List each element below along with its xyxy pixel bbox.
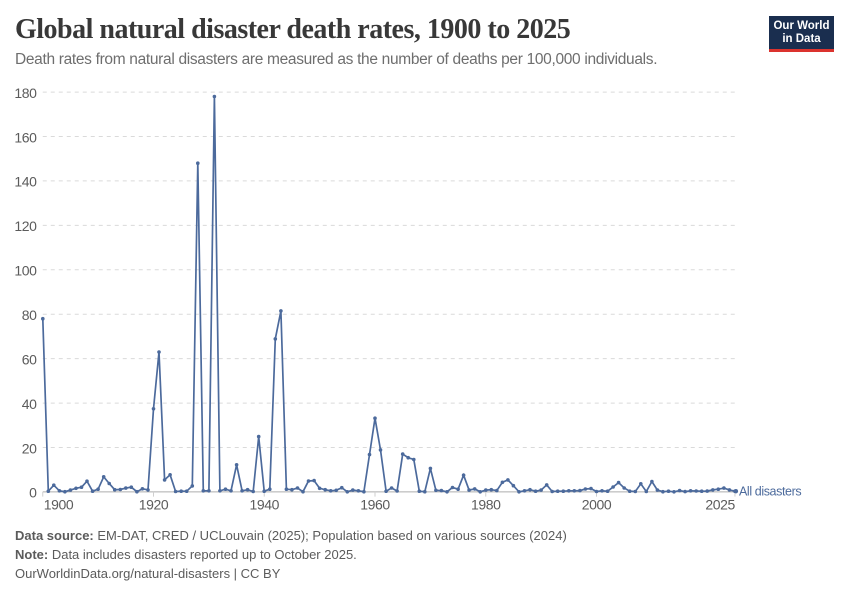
svg-text:0: 0 xyxy=(29,485,37,501)
svg-text:100: 100 xyxy=(14,263,37,279)
svg-text:80: 80 xyxy=(22,307,37,323)
svg-text:120: 120 xyxy=(14,218,37,234)
svg-text:20: 20 xyxy=(22,440,37,456)
svg-text:2000: 2000 xyxy=(582,497,612,513)
svg-text:40: 40 xyxy=(22,396,37,412)
svg-text:All disasters: All disasters xyxy=(739,485,801,499)
svg-text:1960: 1960 xyxy=(360,497,390,513)
svg-text:60: 60 xyxy=(22,351,37,367)
svg-text:1980: 1980 xyxy=(471,497,501,513)
svg-text:1920: 1920 xyxy=(139,497,169,513)
svg-text:160: 160 xyxy=(14,129,37,145)
svg-text:140: 140 xyxy=(14,174,37,190)
svg-text:1940: 1940 xyxy=(249,497,279,513)
svg-text:2025: 2025 xyxy=(705,497,735,513)
svg-text:1900: 1900 xyxy=(44,497,74,513)
svg-text:180: 180 xyxy=(14,85,37,101)
